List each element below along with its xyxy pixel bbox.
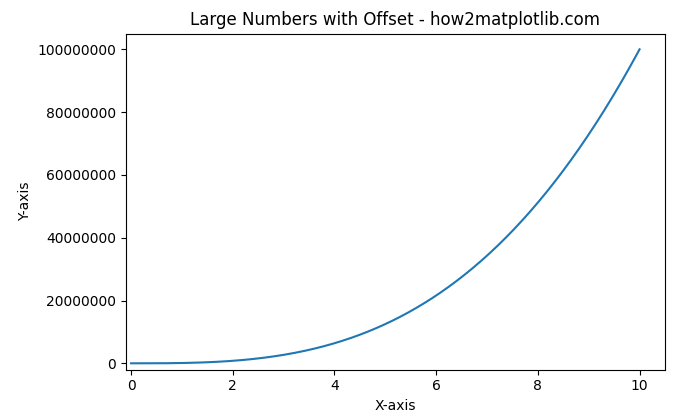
Y-axis label: Y-axis: Y-axis (18, 182, 32, 221)
Title: Large Numbers with Offset - how2matplotlib.com: Large Numbers with Offset - how2matplotl… (190, 11, 601, 29)
X-axis label: X-axis: X-axis (374, 399, 416, 413)
